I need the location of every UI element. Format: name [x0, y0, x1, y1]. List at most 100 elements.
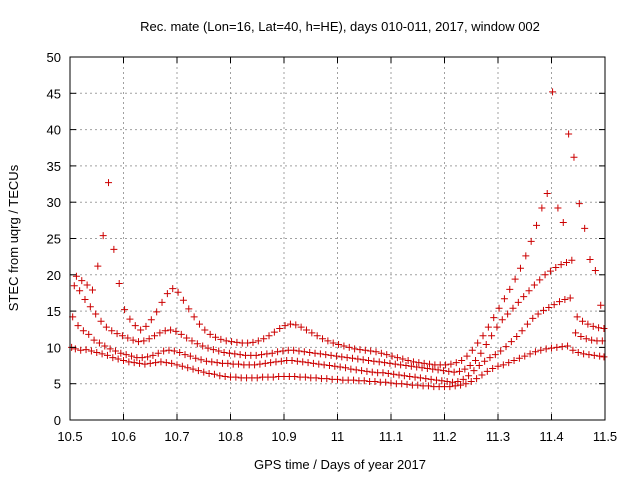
data-point — [579, 317, 587, 325]
data-point — [370, 357, 378, 365]
data-point — [585, 351, 593, 359]
data-point — [557, 261, 565, 269]
data-point — [144, 353, 152, 361]
data-point — [197, 356, 205, 364]
data-point — [260, 335, 268, 343]
data-point — [186, 352, 194, 360]
data-point — [79, 327, 87, 335]
data-point — [574, 348, 582, 356]
data-point — [495, 304, 503, 312]
data-point — [562, 258, 570, 266]
data-point — [452, 359, 460, 367]
data-point — [332, 352, 340, 360]
data-point — [466, 362, 474, 370]
data-point — [201, 326, 209, 334]
x-tick-label: 11.3 — [486, 429, 510, 444]
data-point — [170, 347, 178, 355]
data-point — [88, 286, 96, 294]
data-point — [510, 356, 518, 364]
data-point — [313, 332, 321, 340]
data-point — [292, 321, 300, 329]
data-point — [518, 327, 526, 335]
data-point — [472, 356, 480, 364]
data-point — [102, 323, 110, 331]
data-point — [128, 352, 136, 360]
data-point — [497, 347, 505, 355]
data-point — [462, 380, 470, 388]
data-point — [600, 353, 608, 361]
data-point — [336, 363, 344, 371]
data-point — [277, 357, 285, 365]
data-point — [169, 285, 177, 293]
data-point — [570, 153, 578, 161]
x-tick-label: 10.5 — [57, 429, 82, 444]
data-point — [386, 359, 394, 367]
data-point — [397, 361, 405, 369]
data-point — [589, 322, 597, 330]
y-tick-label: 35 — [47, 159, 61, 174]
data-point — [199, 342, 207, 350]
data-point — [204, 344, 212, 352]
data-point — [477, 349, 485, 357]
data-point — [213, 359, 221, 367]
data-point — [478, 371, 486, 379]
data-point — [350, 376, 358, 384]
data-point — [137, 326, 145, 334]
data-point — [458, 356, 466, 364]
data-point — [258, 351, 266, 359]
data-point — [358, 367, 366, 375]
data-point — [157, 358, 165, 366]
data-point — [192, 354, 200, 362]
data-point — [539, 306, 547, 314]
data-point — [160, 347, 168, 355]
data-point — [215, 347, 223, 355]
data-point — [549, 88, 557, 96]
data-point — [222, 337, 230, 345]
data-point — [153, 308, 161, 316]
data-point — [338, 353, 346, 361]
data-point — [316, 350, 324, 358]
data-point — [561, 295, 569, 303]
data-point — [515, 354, 523, 362]
data-point — [225, 349, 233, 357]
data-point — [147, 316, 155, 324]
data-point — [438, 377, 446, 385]
data-point — [228, 338, 236, 346]
data-point — [97, 317, 105, 325]
data-point — [498, 316, 506, 324]
data-point — [356, 346, 364, 354]
data-point — [319, 335, 327, 343]
data-point — [381, 359, 389, 367]
y-tick-labels: 0 5 10 15 20 25 30 35 40 45 50 — [47, 50, 61, 428]
data-point — [409, 358, 417, 366]
data-point — [162, 359, 170, 367]
data-point — [325, 362, 333, 370]
data-point — [415, 359, 423, 367]
data-point — [489, 364, 497, 372]
data-point — [575, 200, 583, 208]
data-point — [590, 351, 598, 359]
data-point — [286, 320, 294, 328]
data-point — [522, 252, 530, 260]
data-point — [597, 301, 605, 309]
data-point — [72, 272, 80, 280]
data-point — [459, 375, 467, 383]
data-point — [391, 360, 399, 368]
data-point — [534, 310, 542, 318]
data-point — [311, 349, 319, 357]
y-tick-label: 50 — [47, 50, 61, 65]
y-tick-label: 45 — [47, 86, 61, 101]
data-point — [582, 335, 590, 343]
data-point — [312, 374, 320, 382]
data-point — [156, 329, 164, 337]
data-point — [529, 314, 537, 322]
data-point — [509, 304, 517, 312]
data-point — [483, 367, 491, 375]
data-point — [520, 293, 528, 301]
data-point — [78, 277, 86, 285]
x-tick-label: 10.7 — [164, 429, 189, 444]
data-point — [85, 330, 93, 338]
data-point — [236, 351, 244, 359]
data-point — [276, 325, 284, 333]
data-point — [118, 332, 126, 340]
